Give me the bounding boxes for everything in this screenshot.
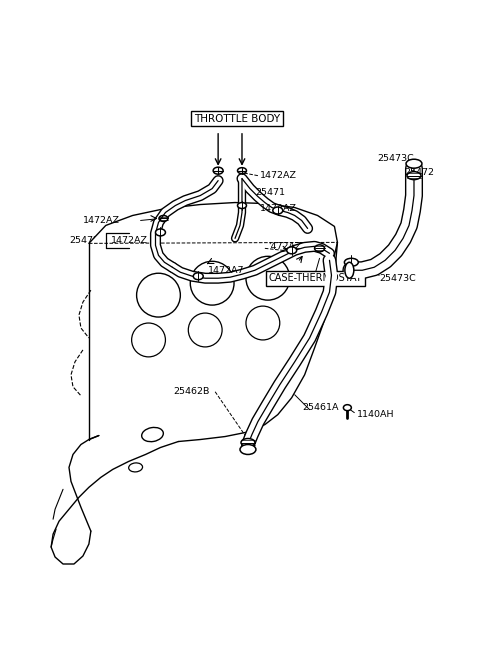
Text: 25473C: 25473C xyxy=(377,154,414,163)
Text: 25462B: 25462B xyxy=(173,387,210,396)
Ellipse shape xyxy=(343,405,351,411)
Text: CASE-THERMOSTAT: CASE-THERMOSTAT xyxy=(269,273,362,283)
Ellipse shape xyxy=(159,215,168,221)
Text: 1472AZ: 1472AZ xyxy=(260,171,297,180)
Ellipse shape xyxy=(238,168,246,173)
Ellipse shape xyxy=(213,167,223,174)
Text: 25473C: 25473C xyxy=(379,274,416,283)
Text: THROTTLE BODY: THROTTLE BODY xyxy=(194,114,280,124)
Ellipse shape xyxy=(345,262,354,278)
Ellipse shape xyxy=(240,445,256,455)
Ellipse shape xyxy=(407,171,421,179)
Ellipse shape xyxy=(287,247,297,254)
Text: 1472A7: 1472A7 xyxy=(208,265,245,275)
Ellipse shape xyxy=(156,229,166,236)
Ellipse shape xyxy=(273,207,283,214)
Text: 1472AZ: 1472AZ xyxy=(111,236,148,245)
Text: 25471: 25471 xyxy=(255,188,285,197)
Text: '472AZ: '472AZ xyxy=(268,242,301,251)
Text: 25461A: 25461A xyxy=(302,403,339,412)
Text: 25472: 25472 xyxy=(404,168,434,177)
Text: 1472AZ: 1472AZ xyxy=(83,216,120,225)
Ellipse shape xyxy=(406,159,422,168)
Ellipse shape xyxy=(314,245,324,252)
Text: 2547': 2547' xyxy=(69,236,96,245)
Text: 1140AH: 1140AH xyxy=(357,410,395,419)
Ellipse shape xyxy=(193,273,203,280)
Ellipse shape xyxy=(344,258,358,266)
Ellipse shape xyxy=(241,438,255,447)
Text: 1472AZ: 1472AZ xyxy=(260,204,297,213)
Ellipse shape xyxy=(238,202,246,208)
